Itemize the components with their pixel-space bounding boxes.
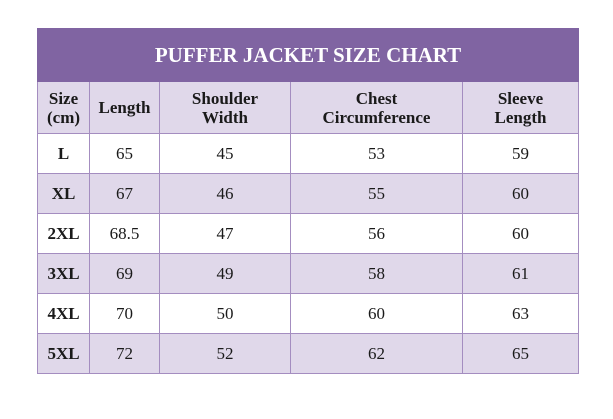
- table-row: 4XL 70 50 60 63: [37, 293, 579, 334]
- measurement-cell: 69: [89, 253, 160, 294]
- table-title: PUFFER JACKET SIZE CHART: [37, 28, 579, 82]
- measurement-cell: 67: [89, 173, 160, 214]
- header-row: Size (cm) Length Shoulder Width Chest Ci…: [37, 81, 579, 134]
- size-cell: XL: [37, 173, 90, 214]
- measurement-cell: 65: [89, 133, 160, 174]
- size-cell: 2XL: [37, 213, 90, 254]
- measurement-cell: 68.5: [89, 213, 160, 254]
- header-chest-circumference: Chest Circumference: [290, 81, 463, 134]
- table-row: 3XL 69 49 58 61: [37, 253, 579, 294]
- table-row: L 65 45 53 59: [37, 133, 579, 174]
- measurement-cell: 55: [290, 173, 463, 214]
- measurement-cell: 50: [159, 293, 291, 334]
- size-cell: 3XL: [37, 253, 90, 294]
- header-shoulder-width: Shoulder Width: [159, 81, 291, 134]
- measurement-cell: 72: [89, 333, 160, 374]
- header-sleeve-length: Sleeve Length: [462, 81, 579, 134]
- measurement-cell: 63: [462, 293, 579, 334]
- measurement-cell: 58: [290, 253, 463, 294]
- size-cell: 5XL: [37, 333, 90, 374]
- measurement-cell: 56: [290, 213, 463, 254]
- size-cell: L: [37, 133, 90, 174]
- measurement-cell: 59: [462, 133, 579, 174]
- header-size: Size (cm): [37, 81, 90, 134]
- header-length: Length: [89, 81, 160, 134]
- measurement-cell: 60: [462, 213, 579, 254]
- measurement-cell: 60: [462, 173, 579, 214]
- size-cell: 4XL: [37, 293, 90, 334]
- measurement-cell: 60: [290, 293, 463, 334]
- measurement-cell: 70: [89, 293, 160, 334]
- measurement-cell: 53: [290, 133, 463, 174]
- table-row: 2XL 68.5 47 56 60: [37, 213, 579, 254]
- measurement-cell: 61: [462, 253, 579, 294]
- measurement-cell: 49: [159, 253, 291, 294]
- measurement-cell: 52: [159, 333, 291, 374]
- measurement-cell: 65: [462, 333, 579, 374]
- measurement-cell: 62: [290, 333, 463, 374]
- size-chart-table: PUFFER JACKET SIZE CHART Size (cm) Lengt…: [37, 28, 579, 374]
- table-row: 5XL 72 52 62 65: [37, 333, 579, 374]
- table-row: XL 67 46 55 60: [37, 173, 579, 214]
- measurement-cell: 47: [159, 213, 291, 254]
- measurement-cell: 46: [159, 173, 291, 214]
- measurement-cell: 45: [159, 133, 291, 174]
